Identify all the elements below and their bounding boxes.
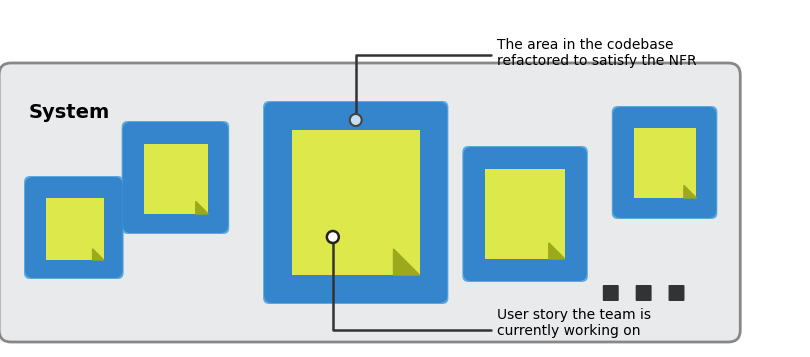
Text: User story the team is
currently working on: User story the team is currently working… (497, 308, 651, 338)
FancyBboxPatch shape (612, 106, 718, 219)
Circle shape (327, 231, 339, 243)
FancyBboxPatch shape (25, 177, 122, 278)
FancyBboxPatch shape (122, 122, 228, 233)
FancyBboxPatch shape (463, 146, 588, 282)
FancyBboxPatch shape (122, 121, 229, 234)
FancyBboxPatch shape (0, 63, 740, 342)
FancyBboxPatch shape (292, 130, 420, 275)
Text: The area in the codebase
refactored to satisfy the NFR: The area in the codebase refactored to s… (497, 38, 697, 68)
Circle shape (350, 114, 362, 126)
Polygon shape (394, 249, 420, 275)
Polygon shape (92, 249, 104, 260)
FancyBboxPatch shape (263, 101, 449, 304)
Text: System: System (29, 103, 110, 122)
Polygon shape (684, 185, 697, 198)
FancyBboxPatch shape (24, 176, 124, 279)
FancyBboxPatch shape (633, 128, 697, 198)
FancyBboxPatch shape (603, 285, 619, 301)
FancyBboxPatch shape (143, 144, 208, 214)
FancyBboxPatch shape (485, 169, 565, 259)
Polygon shape (549, 243, 565, 259)
FancyBboxPatch shape (46, 198, 104, 260)
FancyBboxPatch shape (636, 285, 651, 301)
FancyBboxPatch shape (463, 147, 587, 281)
Polygon shape (196, 201, 208, 214)
FancyBboxPatch shape (264, 102, 447, 303)
FancyBboxPatch shape (612, 107, 716, 218)
FancyBboxPatch shape (668, 285, 684, 301)
